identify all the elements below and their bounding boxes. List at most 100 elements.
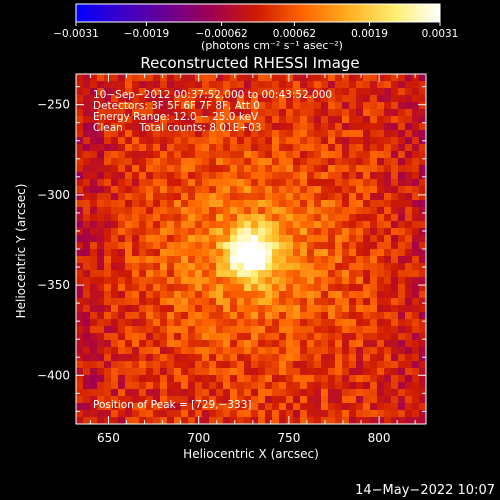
x-axis-label: Heliocentric X (arcsec) bbox=[183, 447, 319, 461]
heatmap-cell bbox=[251, 284, 259, 292]
heatmap-cell bbox=[223, 137, 231, 145]
heatmap-cell bbox=[377, 116, 385, 124]
heatmap-cell bbox=[321, 137, 329, 145]
heatmap-cell bbox=[314, 403, 322, 411]
heatmap-cell bbox=[167, 375, 175, 383]
heatmap-cell bbox=[286, 102, 294, 110]
heatmap-cell bbox=[412, 95, 420, 103]
heatmap-cell bbox=[160, 256, 168, 264]
heatmap-cell bbox=[265, 130, 273, 138]
heatmap-cell bbox=[293, 333, 301, 341]
heatmap-cell bbox=[384, 249, 392, 257]
heatmap-cell bbox=[258, 179, 266, 187]
heatmap-cell bbox=[384, 81, 392, 89]
heatmap-cell bbox=[83, 102, 91, 110]
heatmap-cell bbox=[76, 144, 84, 152]
heatmap-cell bbox=[125, 165, 133, 173]
heatmap-cell bbox=[321, 109, 329, 117]
heatmap-cell bbox=[286, 263, 294, 271]
heatmap-cell bbox=[398, 389, 406, 397]
heatmap-cell bbox=[153, 270, 161, 278]
heatmap-cell bbox=[419, 130, 427, 138]
heatmap-cell bbox=[307, 74, 315, 82]
heatmap-cell bbox=[265, 95, 273, 103]
heatmap-cell bbox=[307, 284, 315, 292]
heatmap-cell bbox=[363, 95, 371, 103]
heatmap-cell bbox=[258, 375, 266, 383]
heatmap-cell bbox=[181, 375, 189, 383]
heatmap-cell bbox=[83, 221, 91, 229]
heatmap-cell bbox=[405, 333, 413, 341]
heatmap-cell bbox=[202, 277, 210, 285]
heatmap-cell bbox=[384, 326, 392, 334]
heatmap-cell bbox=[139, 74, 147, 82]
heatmap-cell bbox=[398, 361, 406, 369]
heatmap-cell bbox=[405, 410, 413, 418]
heatmap-cell bbox=[286, 410, 294, 418]
footer-date: 14−May−2022 10:07 bbox=[355, 483, 495, 498]
heatmap-cell bbox=[377, 172, 385, 180]
heatmap-cell bbox=[349, 270, 357, 278]
heatmap-cell bbox=[342, 228, 350, 236]
heatmap-cell bbox=[419, 81, 427, 89]
heatmap-cell bbox=[181, 305, 189, 313]
heatmap-cell bbox=[90, 417, 98, 425]
heatmap-cell bbox=[209, 242, 217, 250]
heatmap-cell bbox=[335, 249, 343, 257]
heatmap-cell bbox=[279, 235, 287, 243]
heatmap-cell bbox=[146, 305, 154, 313]
heatmap-cell bbox=[118, 151, 126, 159]
heatmap-cell bbox=[279, 207, 287, 215]
heatmap-cell bbox=[160, 214, 168, 222]
heatmap-cell bbox=[146, 312, 154, 320]
heatmap-cell bbox=[181, 410, 189, 418]
heatmap-cell bbox=[244, 368, 252, 376]
heatmap-cell bbox=[223, 74, 231, 82]
heatmap-cell bbox=[125, 368, 133, 376]
heatmap-cell bbox=[195, 144, 203, 152]
heatmap-cell bbox=[384, 270, 392, 278]
heatmap-cell bbox=[307, 249, 315, 257]
heatmap-cell bbox=[153, 382, 161, 390]
heatmap-cell bbox=[286, 375, 294, 383]
heatmap-cell bbox=[111, 130, 119, 138]
heatmap-cell bbox=[377, 333, 385, 341]
heatmap-cell bbox=[216, 116, 224, 124]
heatmap-cell bbox=[279, 144, 287, 152]
heatmap-cell bbox=[314, 277, 322, 285]
heatmap-cell bbox=[314, 368, 322, 376]
heatmap-cell bbox=[111, 165, 119, 173]
heatmap-cell bbox=[398, 95, 406, 103]
heatmap-cell bbox=[272, 116, 280, 124]
heatmap-cell bbox=[342, 207, 350, 215]
heatmap-cell bbox=[167, 179, 175, 187]
heatmap-cell bbox=[265, 375, 273, 383]
heatmap-cell bbox=[230, 284, 238, 292]
heatmap-cell bbox=[328, 165, 336, 173]
heatmap-cell bbox=[195, 235, 203, 243]
heatmap-cell bbox=[265, 389, 273, 397]
heatmap-cell bbox=[181, 81, 189, 89]
colorbar-ticks: −0.0031 −0.0019 −0.00062 0.00062 0.0019 0.003… bbox=[53, 22, 458, 40]
heatmap-cell bbox=[188, 74, 196, 82]
heatmap-cell bbox=[76, 382, 84, 390]
heatmap-cell bbox=[160, 347, 168, 355]
heatmap-cell bbox=[209, 137, 217, 145]
heatmap-cell bbox=[146, 151, 154, 159]
heatmap-cell bbox=[335, 95, 343, 103]
heatmap-cell bbox=[76, 270, 84, 278]
heatmap-cell bbox=[146, 361, 154, 369]
heatmap-cell bbox=[125, 200, 133, 208]
heatmap-cell bbox=[132, 396, 140, 404]
heatmap-cell bbox=[83, 123, 91, 131]
heatmap-cell bbox=[398, 130, 406, 138]
heatmap-cell bbox=[293, 263, 301, 271]
heatmap-cell bbox=[398, 410, 406, 418]
heatmap-cell bbox=[293, 151, 301, 159]
heatmap-cell bbox=[202, 172, 210, 180]
heatmap-cell bbox=[300, 200, 308, 208]
heatmap-cell bbox=[265, 88, 273, 96]
heatmap-cell bbox=[314, 130, 322, 138]
heatmap-cell bbox=[391, 396, 399, 404]
heatmap-cell bbox=[342, 375, 350, 383]
